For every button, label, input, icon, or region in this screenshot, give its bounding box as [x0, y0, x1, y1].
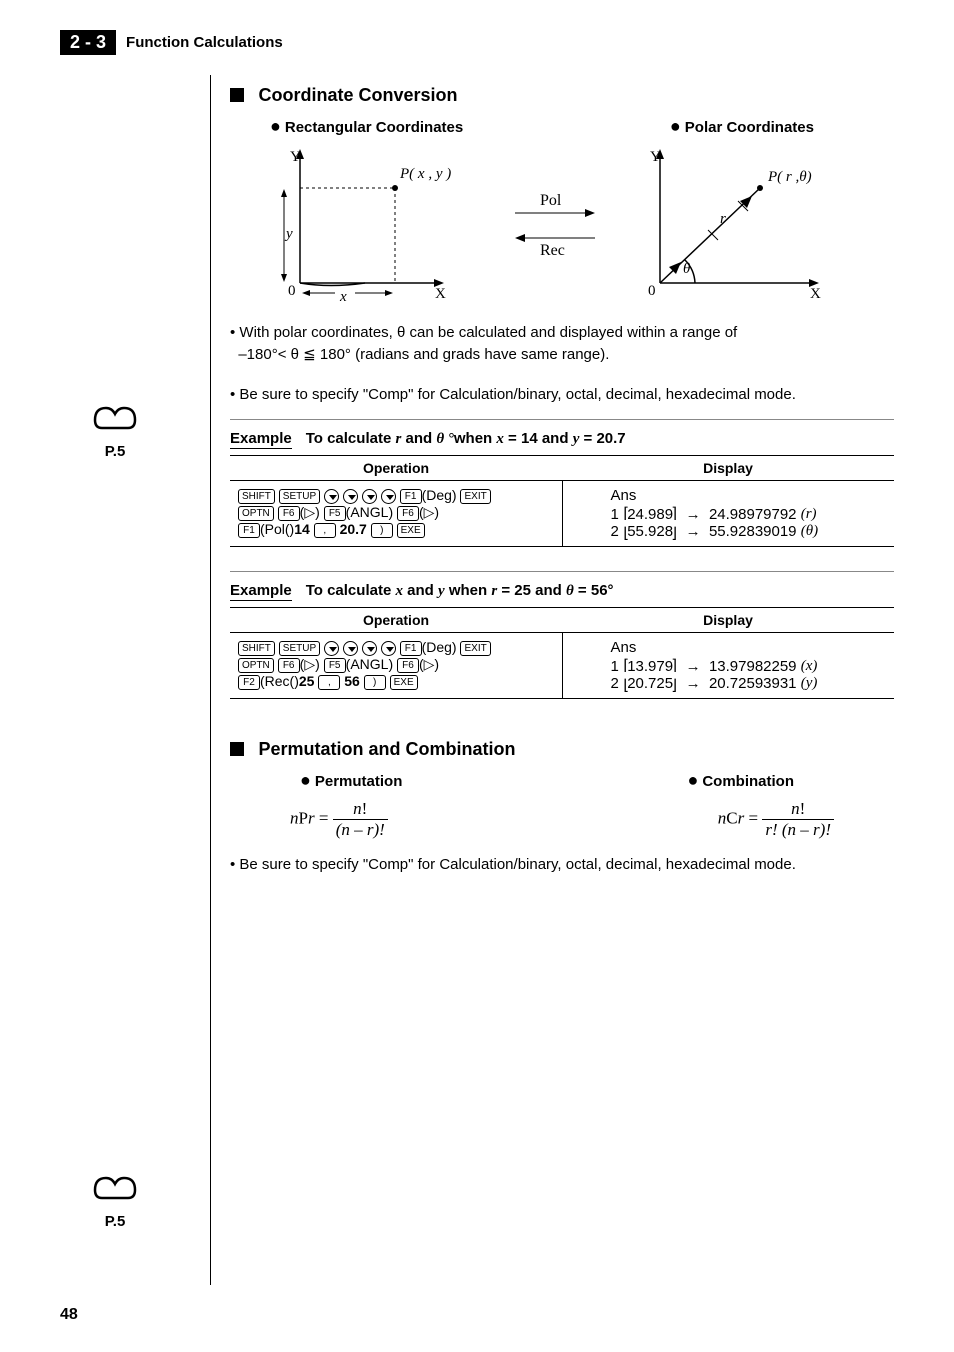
- polar-coords-label: ●Polar Coordinates: [670, 116, 874, 137]
- svg-text:P( x , y ): P( x , y ): [399, 166, 451, 182]
- example-1-table: OperationDisplay SHIFT SETUP F1(Deg) EXI…: [230, 455, 894, 547]
- svg-text:X: X: [435, 286, 446, 302]
- note-comp-mode-2: • Be sure to specify "Comp" for Calculat…: [230, 854, 894, 876]
- note-text: With polar coordinates, θ can be calcula…: [239, 324, 737, 341]
- example-prompt: To calculate x and y when r = 25 and θ =…: [306, 582, 614, 600]
- example-1-header: Example To calculate r and θ °when x = 1…: [230, 419, 894, 449]
- note-comp-mode: • Be sure to specify "Comp" for Calculat…: [230, 384, 894, 406]
- svg-text:Y: Y: [650, 149, 661, 165]
- page-header: 2 - 3 Function Calculations: [60, 30, 894, 55]
- comb-label: ●Combination: [687, 770, 834, 791]
- ans-label: Ans: [611, 639, 887, 656]
- label-text: Combination: [702, 773, 794, 790]
- display-cell: Ans 1 ⌈24.989⌉ → 24.98979792 (r) 2 ⌊55.9…: [562, 481, 894, 547]
- perm-label: ●Permutation: [300, 770, 402, 791]
- section-title: Function Calculations: [126, 34, 283, 51]
- th-operation: Operation: [230, 608, 562, 633]
- th-display: Display: [562, 608, 894, 633]
- label-text: Rectangular Coordinates: [285, 119, 463, 136]
- svg-text:x: x: [339, 289, 347, 303]
- margin-rule: [210, 75, 211, 1285]
- svg-text:P( r ,θ): P( r ,θ): [767, 169, 812, 185]
- coord-diagrams: Y X 0 P( x , y ) y x: [230, 143, 894, 308]
- label-text: Polar Coordinates: [685, 119, 814, 136]
- svg-text:r: r: [720, 211, 726, 227]
- example-prompt: To calculate r and θ °when x = 14 and y …: [306, 430, 626, 448]
- note-text: –180°< θ ≦ 180° (radians and grads have …: [238, 346, 609, 363]
- svg-text:X: X: [810, 286, 821, 302]
- th-operation: Operation: [230, 456, 562, 481]
- example-label: Example: [230, 430, 292, 449]
- note-icon: [90, 400, 140, 436]
- rect-coords-label: ●Rectangular Coordinates: [270, 116, 463, 137]
- svg-text:0: 0: [288, 283, 296, 299]
- page-ref: P.5: [60, 443, 170, 460]
- heading-coord-conv: Coordinate Conversion: [230, 85, 894, 106]
- svg-text:θ: θ: [683, 261, 691, 277]
- label-text: Permutation: [315, 773, 403, 790]
- h2-text: Coordinate Conversion: [258, 85, 457, 105]
- note-polar-range: • With polar coordinates, θ can be calcu…: [230, 322, 894, 366]
- svg-text:Pol: Pol: [540, 192, 562, 209]
- example-2-header: Example To calculate x and y when r = 25…: [230, 571, 894, 601]
- heading-perm-comb: Permutation and Combination: [230, 739, 894, 760]
- note-text: Be sure to specify "Comp" for Calculatio…: [239, 386, 795, 403]
- display-cell: Ans 1 ⌈13.979⌉ → 13.97982259 (x) 2 ⌊20.7…: [562, 633, 894, 699]
- comb-formula: nCr = n!r! (n – r)!: [718, 799, 854, 840]
- svg-text:0: 0: [648, 283, 656, 299]
- page-ref: P.5: [60, 1213, 170, 1230]
- svg-text:Rec: Rec: [540, 242, 565, 259]
- svg-text:y: y: [284, 226, 293, 242]
- note-text: Be sure to specify "Comp" for Calculatio…: [239, 856, 795, 873]
- note-icon: [90, 1170, 140, 1206]
- section-number: 2 - 3: [60, 30, 116, 55]
- square-icon: [230, 88, 244, 102]
- svg-text:Y: Y: [290, 149, 301, 165]
- operation-cell: SHIFT SETUP F1(Deg) EXIT OPTN F6(▷) F5(A…: [230, 481, 562, 547]
- page-number: 48: [60, 1306, 78, 1324]
- operation-cell: SHIFT SETUP F1(Deg) EXIT OPTN F6(▷) F5(A…: [230, 633, 562, 699]
- example-label: Example: [230, 582, 292, 601]
- th-display: Display: [562, 456, 894, 481]
- ans-label: Ans: [611, 487, 887, 504]
- margin-note-1: P.5: [60, 400, 180, 460]
- square-icon: [230, 742, 244, 756]
- perm-formula: nPr = n!(n – r)!: [290, 799, 388, 840]
- h2-text: Permutation and Combination: [258, 739, 515, 759]
- margin-note-2: P.5: [60, 1170, 180, 1230]
- example-2-table: OperationDisplay SHIFT SETUP F1(Deg) EXI…: [230, 607, 894, 699]
